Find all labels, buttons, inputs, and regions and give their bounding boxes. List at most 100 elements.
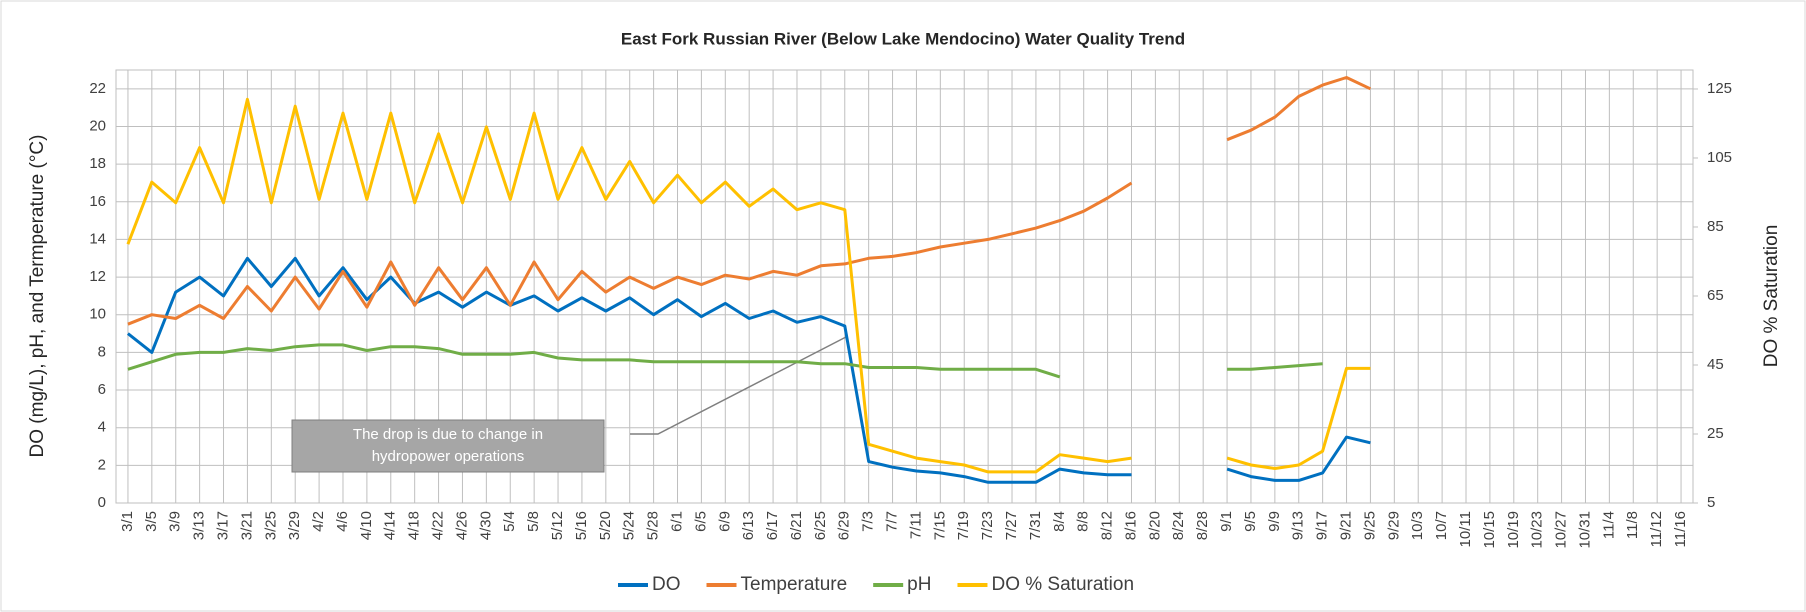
x-tick-label: 7/15 [931, 511, 948, 540]
y-tick-label: 6 [98, 381, 106, 398]
x-tick-label: 3/29 [286, 511, 303, 540]
y-tick-label: 8 [98, 343, 106, 360]
x-tick-label: 6/5 [692, 511, 709, 532]
y-tick-label: 16 [89, 193, 106, 210]
series-line [127, 76, 1372, 326]
x-tick-label: 10/11 [1457, 511, 1474, 547]
x-tick-label: 5/16 [573, 511, 590, 540]
x-tick-label: 9/25 [1361, 511, 1378, 540]
y-tick-label: 20 [89, 117, 106, 134]
x-tick-label: 11/4 [1600, 511, 1617, 539]
x-tick-label: 7/27 [1003, 511, 1020, 540]
x-tick-label: 7/7 [884, 511, 901, 532]
y-tick-label: 4 [98, 419, 106, 436]
annotation-box [291, 419, 605, 473]
x-tick-label: 5/12 [549, 511, 566, 540]
annotation-leader [630, 336, 847, 435]
y-tick-label: 2 [98, 456, 106, 473]
x-tick-label: 3/9 [167, 511, 184, 532]
y-tick-label: 14 [89, 230, 106, 247]
x-tick-label: 5/8 [525, 511, 542, 532]
x-tick-label: 6/25 [812, 511, 829, 540]
x-tick-label: 8/8 [1075, 511, 1092, 532]
y-axis-title: DO (mg/L), pH, and Termperature (°C) [27, 135, 48, 458]
x-tick-label: 7/19 [955, 511, 972, 540]
x-tick-label: 4/18 [406, 511, 423, 540]
x-tick-label: 6/13 [740, 511, 757, 540]
x-tick-label: 9/17 [1314, 511, 1331, 540]
x-tick-label: 3/21 [238, 511, 255, 540]
y2-tick-label: 65 [1707, 287, 1724, 304]
series-line [126, 97, 1371, 474]
x-tick-label: 4/22 [430, 511, 447, 540]
y-tick-label: 18 [89, 155, 106, 172]
x-tick-label: 6/9 [716, 511, 733, 532]
x-tick-label: 3/17 [214, 511, 231, 540]
x-tick-label: 4/26 [453, 511, 470, 540]
x-tick-label: 7/23 [979, 511, 996, 540]
x-tick-label: 10/15 [1481, 511, 1498, 549]
chart-title: East Fork Russian River (Below Lake Mend… [621, 29, 1185, 48]
x-tick-label: 9/21 [1338, 511, 1355, 540]
series-line [127, 343, 1323, 379]
legend-label: DO % Saturation [991, 574, 1134, 595]
y2-tick-label: 85 [1707, 218, 1724, 235]
y-tick-label: 0 [98, 494, 106, 511]
x-tick-label: 10/27 [1553, 511, 1570, 549]
x-tick-label: 9/29 [1385, 511, 1402, 540]
x-tick-label: 5/4 [501, 511, 518, 532]
x-tick-label: 4/14 [382, 511, 399, 540]
x-tick-label: 11/12 [1648, 511, 1665, 547]
x-tick-label: 11/16 [1672, 511, 1689, 547]
legend-label: pH [907, 574, 931, 595]
x-tick-label: 3/1 [119, 511, 136, 532]
y2-tick-label: 5 [1707, 494, 1715, 511]
x-tick-label: 10/7 [1433, 511, 1450, 540]
series-line [126, 256, 1371, 484]
y2-tick-label: 105 [1707, 149, 1732, 166]
y-tick-label: 12 [89, 268, 106, 285]
y2-tick-label: 45 [1707, 356, 1724, 373]
x-tick-label: 4/30 [477, 511, 494, 540]
x-tick-label: 9/5 [1242, 511, 1259, 532]
x-tick-label: 6/17 [764, 511, 781, 540]
y2-tick-label: 25 [1707, 425, 1724, 442]
y-tick-label: 22 [89, 80, 106, 97]
x-tick-label: 7/11 [907, 511, 924, 539]
y2-axis-title: DO % Saturation [1761, 225, 1782, 368]
x-tick-label: 9/1 [1218, 511, 1235, 532]
x-tick-label: 9/13 [1290, 511, 1307, 540]
x-tick-label: 5/20 [597, 511, 614, 540]
legend-label: Temperature [741, 574, 848, 595]
y-tick-label: 10 [89, 306, 106, 323]
x-tick-label: 10/23 [1529, 511, 1546, 549]
annotation-text: hydropower operations [372, 448, 525, 465]
x-tick-label: 8/28 [1194, 511, 1211, 540]
x-tick-label: 4/6 [334, 511, 351, 532]
x-tick-label: 9/9 [1266, 511, 1283, 532]
x-tick-label: 8/4 [1051, 511, 1068, 532]
x-tick-label: 7/31 [1027, 511, 1044, 540]
plot-frame [115, 69, 1694, 504]
x-tick-label: 8/20 [1146, 511, 1163, 540]
x-tick-label: 5/24 [621, 511, 638, 540]
annotation-text: The drop is due to change in [353, 426, 543, 443]
x-tick-label: 10/19 [1505, 511, 1522, 549]
x-tick-label: 10/31 [1576, 511, 1593, 549]
x-tick-label: 8/12 [1099, 511, 1116, 540]
x-tick-label: 6/21 [788, 511, 805, 540]
x-tick-label: 4/10 [358, 511, 375, 540]
x-tick-label: 3/5 [143, 511, 160, 532]
x-tick-label: 11/8 [1624, 511, 1641, 539]
x-tick-label: 6/1 [668, 511, 685, 532]
x-tick-label: 4/2 [310, 511, 327, 532]
x-tick-label: 3/25 [262, 511, 279, 540]
x-tick-label: 8/24 [1170, 511, 1187, 540]
x-tick-label: 10/3 [1409, 511, 1426, 540]
y2-tick-label: 125 [1707, 80, 1732, 97]
x-tick-label: 8/16 [1122, 511, 1139, 540]
x-tick-label: 6/29 [836, 511, 853, 540]
x-tick-label: 3/13 [191, 511, 208, 540]
